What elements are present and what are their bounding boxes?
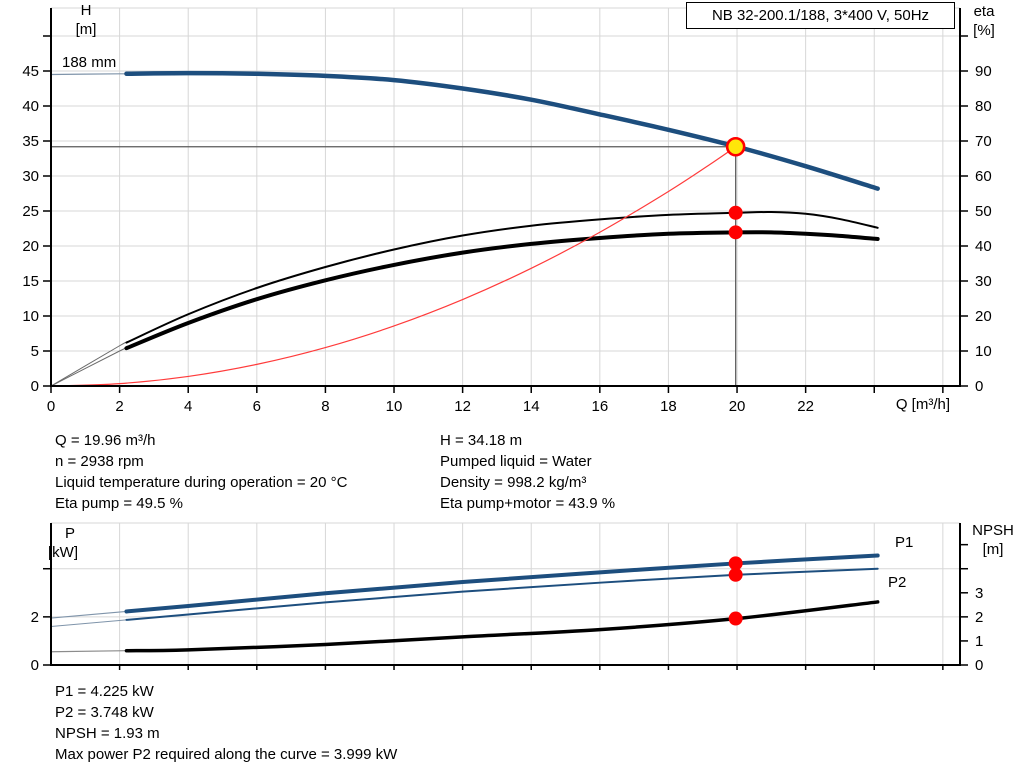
y-tick-right-label: 20 [975,308,992,325]
npsh-axis-unit: [m] [982,541,1004,558]
eta-pump-motor-curve-thin [50,346,128,387]
y-tick-right-label: 0 [975,378,983,395]
power-axis-label-block: P [kW] [30,524,78,562]
p2-curve-thin [50,619,127,627]
power-data-p1: P1 = 4.225 kW [55,683,154,700]
operating-point-marker [725,136,746,157]
y-tick-right-label: 50 [975,203,992,220]
x-tick-label: 20 [729,398,746,415]
system-curve [50,146,737,387]
op-data-pumped-liquid: Pumped liquid = Water [440,453,592,470]
y-tick-right-label: 80 [975,98,992,115]
flow-axis-label: Q [m³/h] [895,396,950,413]
y-tick-right-label: 90 [975,63,992,80]
duty-point-marker [728,556,743,571]
power-data-npsh: NPSH = 1.93 m [55,725,160,742]
op-data-eta-pump: Eta pump = 49.5 % [55,495,183,512]
operating-data-right-column: H = 34.18 m Pumped liquid = Water Densit… [440,430,615,514]
y-tick-right-label: 3 [975,585,983,602]
x-tick-label: 16 [591,398,608,415]
op-data-liquid-temperature: Liquid temperature during operation = 20… [55,474,348,491]
op-data-flow: Q = 19.96 m³/h [55,432,156,449]
op-data-density: Density = 998.2 kg/m³ [440,474,587,491]
p1-curve-label: P1 [895,534,913,551]
duty-point-marker [728,611,743,626]
y-tick-left-label: 40 [22,98,39,115]
x-tick-label: 0 [47,398,55,415]
eta-pump-curve [125,211,879,344]
y-tick-right-label: 60 [975,168,992,185]
y-tick-left-label: 10 [22,308,39,325]
eta-axis-label-block: eta [%] [961,2,1007,40]
power-axis-label: P [64,525,75,542]
y-tick-left-label: 35 [22,133,39,150]
p2-curve [125,567,879,621]
y-tick-right-label: 0 [975,657,983,674]
x-tick-label: 4 [184,398,192,415]
p1-curve [124,553,880,614]
power-axis-unit: [kW] [48,544,78,561]
p2-curve-label: P2 [888,574,906,591]
power-data-block: P1 = 4.225 kW P2 = 3.748 kW NPSH = 1.93 … [55,681,397,765]
head-curve-label: 188 mm [62,54,116,71]
y-tick-right-label: 2 [975,609,983,626]
pump-model-title: NB 32-200.1/188, 3*400 V, 50Hz [711,7,930,24]
duty-point-marker [728,567,743,582]
head-curve [124,70,880,191]
y-tick-left-label: 15 [22,273,39,290]
y-tick-left-label: 0 [31,657,39,674]
op-data-speed: n = 2938 rpm [55,453,144,470]
head-curve-thin [50,73,128,76]
head-axis-unit: [m] [75,21,97,38]
x-tick-label: 6 [253,398,261,415]
y-tick-left-label: 20 [22,238,39,255]
op-data-eta-pump-motor: Eta pump+motor = 43.9 % [440,495,616,512]
pump-model-title-box: NB 32-200.1/188, 3*400 V, 50Hz [686,2,955,29]
x-tick-label: 22 [797,398,814,415]
y-tick-left-label: 2 [31,609,39,626]
x-tick-label: 12 [454,398,471,415]
y-tick-left-label: 0 [31,378,39,395]
y-tick-right-label: 30 [975,273,992,290]
npsh-axis-label: NPSH [972,522,1014,539]
npsh-curve-thin [50,650,127,653]
head-axis-label: H [80,2,92,19]
y-tick-right-label: 70 [975,133,992,150]
power-data-max-p2: Max power P2 required along the curve = … [55,746,398,763]
npsh-axis-label-block: NPSH [m] [965,521,1021,559]
y-tick-left-label: 5 [31,343,39,360]
y-tick-left-label: 25 [22,203,39,220]
y-tick-right-label: 1 [975,633,983,650]
x-tick-label: 18 [660,398,677,415]
op-data-head: H = 34.18 m [440,432,523,449]
eta-pump-curve-thin [50,341,128,387]
x-tick-label: 10 [386,398,403,415]
x-tick-label: 14 [523,398,540,415]
x-tick-label: 2 [115,398,123,415]
head-axis-label-block: H [m] [64,1,108,39]
duty-point-marker [728,205,743,220]
y-tick-left-label: 30 [22,168,39,185]
y-tick-right-label: 40 [975,238,992,255]
y-tick-right-label: 10 [975,343,992,360]
operating-data-left-column: Q = 19.96 m³/h n = 2938 rpm Liquid tempe… [55,430,347,514]
duty-point-marker [728,225,743,240]
x-tick-label: 8 [321,398,329,415]
power-data-p2: P2 = 3.748 kW [55,704,154,721]
p1-curve-thin [50,610,127,619]
eta-axis-unit: [%] [973,22,995,39]
y-tick-left-label: 45 [22,63,39,80]
eta-axis-label: eta [973,3,995,20]
eta-pump-motor-curve [124,230,880,351]
